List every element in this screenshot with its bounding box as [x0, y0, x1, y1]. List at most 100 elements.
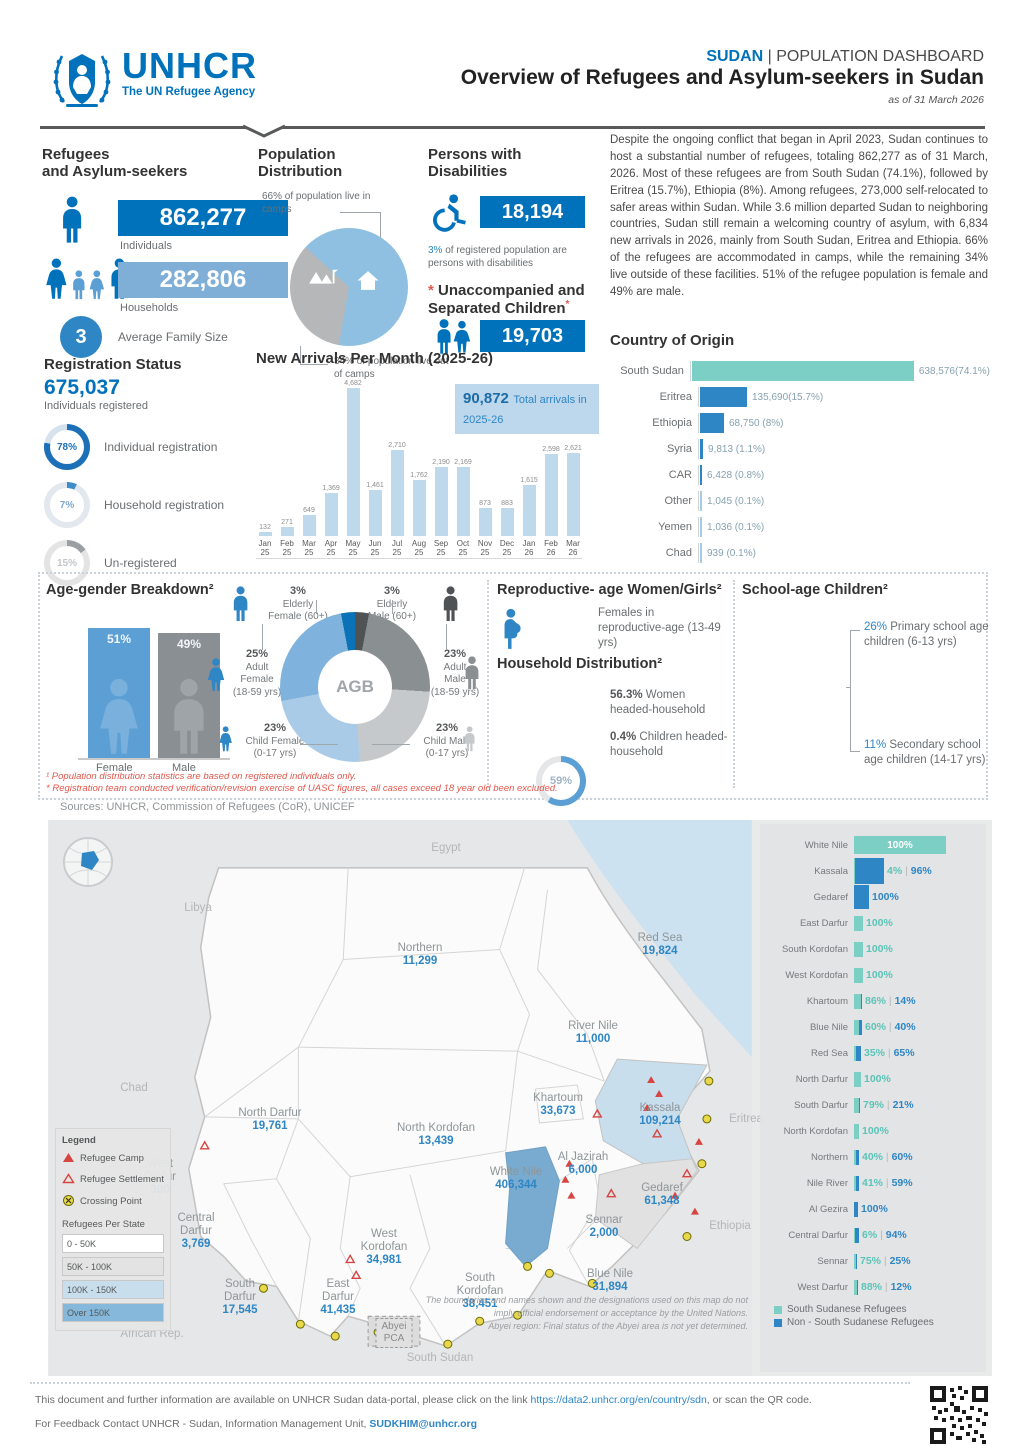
registration-rings: 78% Individual registration 7% Household re… — [44, 424, 264, 598]
map-country-label: Egypt — [431, 842, 461, 854]
individuals-value: 862,277 — [118, 200, 288, 236]
sidebar-legend-item: Non - South Sudanese Refugees — [774, 1317, 986, 1328]
elderly-male-icon — [440, 586, 461, 622]
state-share-row: South Kordofan 100% — [781, 941, 893, 957]
state-share-row: Khartoum 86% | 14% — [806, 993, 916, 1009]
state-share-row: Central Darfur 6% | 94% — [788, 1227, 907, 1243]
state-share-row: South Darfur 79% | 21% — [794, 1097, 914, 1113]
country-of-origin-title: Country of Origin — [610, 332, 735, 349]
registration-ring-row: 7% Household registration — [44, 482, 264, 528]
origin-row: Chad 939 (0.1%) — [610, 540, 990, 566]
adult-male-icon — [462, 656, 482, 690]
footer-line-1: This document and further information ar… — [35, 1394, 812, 1406]
elderly-female-label: 3% Elderly Female (60+) — [268, 585, 328, 623]
feedback-email-link[interactable]: SUDKHIM@unhcr.org — [369, 1418, 478, 1430]
header-rule — [40, 126, 985, 129]
school-title: School-age Children² — [742, 582, 888, 598]
map-state-label: Northern 11,299 — [397, 942, 443, 968]
sources-line: Sources: UNHCR, Commission of Refugees (… — [60, 801, 355, 813]
house-icon — [356, 270, 380, 296]
state-share-row: West Kordofan 100% — [785, 967, 893, 983]
map-state-label: East Darfur 41,435 — [320, 1278, 356, 1317]
map-state-label: Sennar 2,000 — [585, 1214, 623, 1240]
pregnant-woman-icon — [499, 608, 525, 655]
registration-ring-row: 15% Un-registered — [44, 540, 264, 586]
uasc-value: 19,703 — [480, 320, 585, 352]
state-share-row: Nile River 41% | 59% — [806, 1175, 913, 1191]
map-state-label: Al Jazirah 6,000 — [557, 1151, 609, 1177]
arrivals-bar: 271 Feb 25 — [280, 518, 294, 558]
state-share-row: North Darfur 100% — [795, 1071, 891, 1087]
header-rule-notch — [242, 124, 286, 138]
arrivals-bar: 1,369 Apr 25 — [322, 484, 340, 558]
new-arrivals-bars: 132 Jan 25 271 Feb 25 649 Mar 25 1,369 Apr 25 4,682 M… — [258, 380, 582, 558]
origin-row: Yemen 1,036 (0.1%) — [610, 514, 990, 540]
map-country-label: Ethiopia — [709, 1220, 751, 1232]
arrivals-bar: 1,615 Jan 26 — [520, 476, 538, 558]
band-separator-1 — [487, 580, 489, 788]
registration-ring-row: 78% Individual registration — [44, 424, 264, 470]
map-country-label: South Sudan — [406, 1352, 474, 1364]
state-share-row: East Darfur 100% — [799, 915, 893, 931]
arrivals-bar: 873 Nov 25 — [477, 499, 493, 558]
child-female-label: 23% Child Female (0-17 yrs) — [245, 722, 305, 760]
map-country-label: Libya — [184, 902, 212, 914]
camp-markers — [561, 1076, 703, 1215]
camp-legend-icon — [62, 1152, 75, 1167]
child-male-icon — [462, 726, 477, 752]
arrivals-bar: 132 Jan 25 — [258, 523, 272, 558]
legend-crossing-point: Crossing Point — [62, 1194, 164, 1211]
state-share-row: White Nile 100% — [760, 832, 986, 858]
state-share-row: North Kordofan 100% — [783, 1123, 889, 1139]
logo-tagline: The UN Refugee Agency — [122, 86, 256, 98]
state-share-row: Sennar 75% | 25% — [817, 1253, 911, 1269]
footer-line-2: For Feedback Contact UNHCR - Sudan, Info… — [35, 1418, 478, 1430]
male-label: Male — [172, 762, 196, 774]
map-state-label: River Nile 11,000 — [568, 1020, 618, 1046]
female-label: Female — [96, 762, 133, 774]
state-share-row: Kassala 4% | 96% — [760, 858, 986, 884]
disabilities-note: 3% of registered population are persons … — [428, 245, 567, 269]
legend-scale-row: 50K - 100K — [62, 1257, 164, 1277]
sudan-map: Northern 11,299 Red Sea 19,824 River Nile 11,… — [48, 820, 992, 1376]
child-female-icon — [218, 726, 233, 752]
household-line2: 0.4% Children headed-household — [610, 731, 728, 758]
globe-icon — [62, 836, 114, 893]
dashboard-kicker: SUDAN | POPULATION DASHBOARD — [706, 48, 984, 65]
disabilities-title: Persons with Disabilities — [428, 146, 522, 181]
map-state-label: North Darfur 19,761 — [238, 1107, 302, 1133]
country-of-origin-chart: South Sudan 638,576(74.1%) Eritrea 135,690(… — [610, 358, 990, 566]
footnote-2: * Registration team conducted verificati… — [46, 783, 558, 794]
state-share-row: Blue Nile 60% | 40% — [809, 1019, 916, 1035]
footer-divider — [30, 1382, 910, 1384]
out-camps-note: 34% of population live out of camps — [334, 356, 449, 380]
arrivals-bar: 4,682 May 25 — [344, 379, 362, 558]
abyei-label: Abyei PCA — [375, 1318, 413, 1348]
new-arrivals-title: New Arrivals Per Month (2025-26) — [256, 350, 494, 367]
map-state-label: South Kordofan 38,451 — [456, 1272, 504, 1311]
state-share-row: Al Gezira 100% — [808, 1201, 888, 1217]
origin-row: Syria 9,813 (1.1%) — [610, 436, 990, 462]
narrative-text: Despite the ongoing conflict that began … — [610, 134, 988, 299]
map-state-label: Kassala 109,214 — [639, 1102, 681, 1128]
legend-scale-row: Over 150K — [62, 1303, 164, 1323]
arrivals-bar: 2,190 Sep 25 — [432, 458, 450, 558]
demographics-band — [38, 572, 988, 800]
data-portal-link[interactable]: https://data2.unhcr.org/en/country/sdn — [530, 1394, 707, 1406]
origin-row: South Sudan 638,576(74.1%) — [610, 358, 990, 384]
agb-donut-chart: AGB — [280, 612, 430, 762]
elderly-male-label: 3%ElderlyMale (60+) — [367, 585, 417, 623]
arrivals-bar: 2,598 Feb 26 — [542, 445, 560, 558]
map-state-label: Central Darfur 3,769 — [177, 1212, 215, 1251]
legend-title: Legend — [62, 1135, 96, 1146]
legend-refugee-camp: Refugee Camp — [62, 1152, 164, 1167]
origin-row: Eritrea 135,690(15.7%) — [610, 384, 990, 410]
new-arrivals-baseline — [256, 558, 582, 559]
map-disclaimer: The boundaries and names shown and the d… — [425, 1295, 748, 1332]
adult-male-label: 23% Adult Male (18-59 yrs) — [430, 648, 480, 698]
origin-row: CAR 6,428 (0.8%) — [610, 462, 990, 488]
header-titles: SUDAN | POPULATION DASHBOARD Overview of… — [424, 48, 984, 106]
agb-title: Age-gender Breakdown² — [46, 582, 214, 598]
households-label: Households — [120, 302, 179, 314]
legend-scale-row: 100K - 150K — [62, 1280, 164, 1300]
